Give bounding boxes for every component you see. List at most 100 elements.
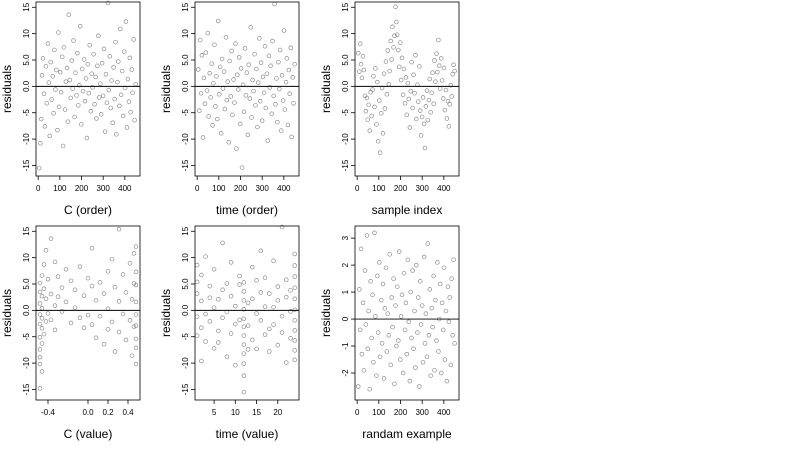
data-point — [68, 95, 73, 101]
scatter-panel: 0 100 200 300 400 -2 -1 0 1 2 3 randam example resid… — [319, 225, 460, 441]
data-point — [372, 104, 377, 110]
data-points — [194, 224, 298, 395]
data-point — [237, 273, 242, 279]
data-point — [440, 327, 446, 333]
data-point — [284, 277, 289, 283]
data-point — [266, 53, 272, 59]
data-point — [271, 258, 276, 264]
plot-frame — [354, 225, 460, 401]
data-point — [247, 96, 253, 101]
data-point — [417, 64, 422, 69]
data-point — [50, 74, 55, 79]
data-point — [194, 314, 200, 319]
data-point — [282, 107, 288, 112]
data-point — [206, 114, 211, 119]
data-point — [47, 133, 52, 139]
data-point — [241, 298, 247, 303]
data-point — [98, 112, 104, 117]
data-point — [215, 116, 220, 122]
x-tick-label: 5 — [212, 408, 217, 417]
data-point — [292, 296, 298, 302]
data-point — [106, 87, 112, 93]
data-point — [423, 311, 429, 316]
data-point — [365, 117, 371, 122]
data-point — [250, 296, 255, 302]
data-point — [119, 68, 125, 74]
data-point — [52, 47, 57, 53]
data-point — [38, 141, 43, 146]
data-point — [420, 359, 426, 365]
x-tick-label: 300 — [415, 184, 429, 193]
data-point — [428, 109, 433, 115]
data-point — [92, 102, 97, 107]
data-point — [356, 384, 361, 389]
data-point — [202, 101, 208, 107]
data-point — [362, 268, 368, 273]
data-points — [356, 4, 457, 156]
data-point — [129, 297, 135, 302]
data-point — [115, 79, 120, 85]
data-point — [375, 273, 380, 279]
data-point — [248, 25, 253, 30]
data-point — [438, 370, 444, 376]
data-point — [428, 373, 433, 378]
data-point — [120, 272, 126, 277]
data-point — [391, 276, 396, 281]
data-point — [90, 85, 95, 90]
data-point — [77, 24, 83, 29]
data-point — [101, 46, 107, 52]
x-tick-label: 20 — [273, 408, 282, 417]
data-point — [275, 119, 280, 125]
data-point — [378, 297, 384, 303]
data-point — [262, 332, 268, 337]
data-point — [112, 349, 118, 354]
data-point — [430, 70, 435, 75]
data-point — [233, 362, 238, 368]
data-point — [254, 278, 259, 283]
data-point — [37, 386, 43, 391]
data-point — [133, 299, 139, 305]
data-point — [424, 88, 430, 93]
y-axis-title: residuals — [0, 65, 14, 113]
data-point — [415, 330, 420, 335]
data-point — [277, 86, 282, 92]
data-point — [418, 133, 424, 138]
data-point — [291, 100, 296, 106]
data-point — [381, 71, 387, 76]
data-point — [216, 297, 221, 302]
data-point — [226, 140, 232, 145]
x-axis-title: C (value) — [64, 427, 113, 441]
data-point — [360, 54, 366, 59]
data-point — [250, 337, 255, 343]
data-point — [43, 248, 49, 253]
plot-frame — [194, 225, 300, 401]
data-point — [358, 61, 364, 67]
data-point — [288, 45, 294, 51]
y-tick-label: 10 — [22, 253, 31, 262]
y-tick-label: 0.0 — [181, 304, 190, 316]
data-point — [217, 64, 223, 70]
y-axis-title: residuals — [159, 65, 173, 113]
data-point — [276, 59, 281, 65]
data-point — [245, 323, 251, 328]
data-point — [377, 354, 383, 360]
plot-frame — [194, 1, 300, 177]
data-point — [108, 105, 113, 111]
data-point — [109, 256, 115, 262]
data-point — [438, 56, 444, 61]
data-point — [429, 90, 434, 95]
data-point — [419, 114, 425, 120]
data-point — [111, 65, 116, 70]
data-point — [452, 341, 457, 346]
data-point — [42, 124, 48, 129]
data-point — [422, 145, 428, 151]
data-point — [258, 290, 264, 295]
data-point — [241, 342, 247, 347]
data-point — [280, 98, 286, 103]
data-point — [198, 90, 204, 96]
x-axis-title: C (order) — [64, 203, 112, 217]
data-point — [43, 64, 49, 69]
data-point — [223, 35, 229, 40]
y-tick-label: 5.0 — [341, 54, 350, 66]
data-point — [292, 338, 298, 343]
